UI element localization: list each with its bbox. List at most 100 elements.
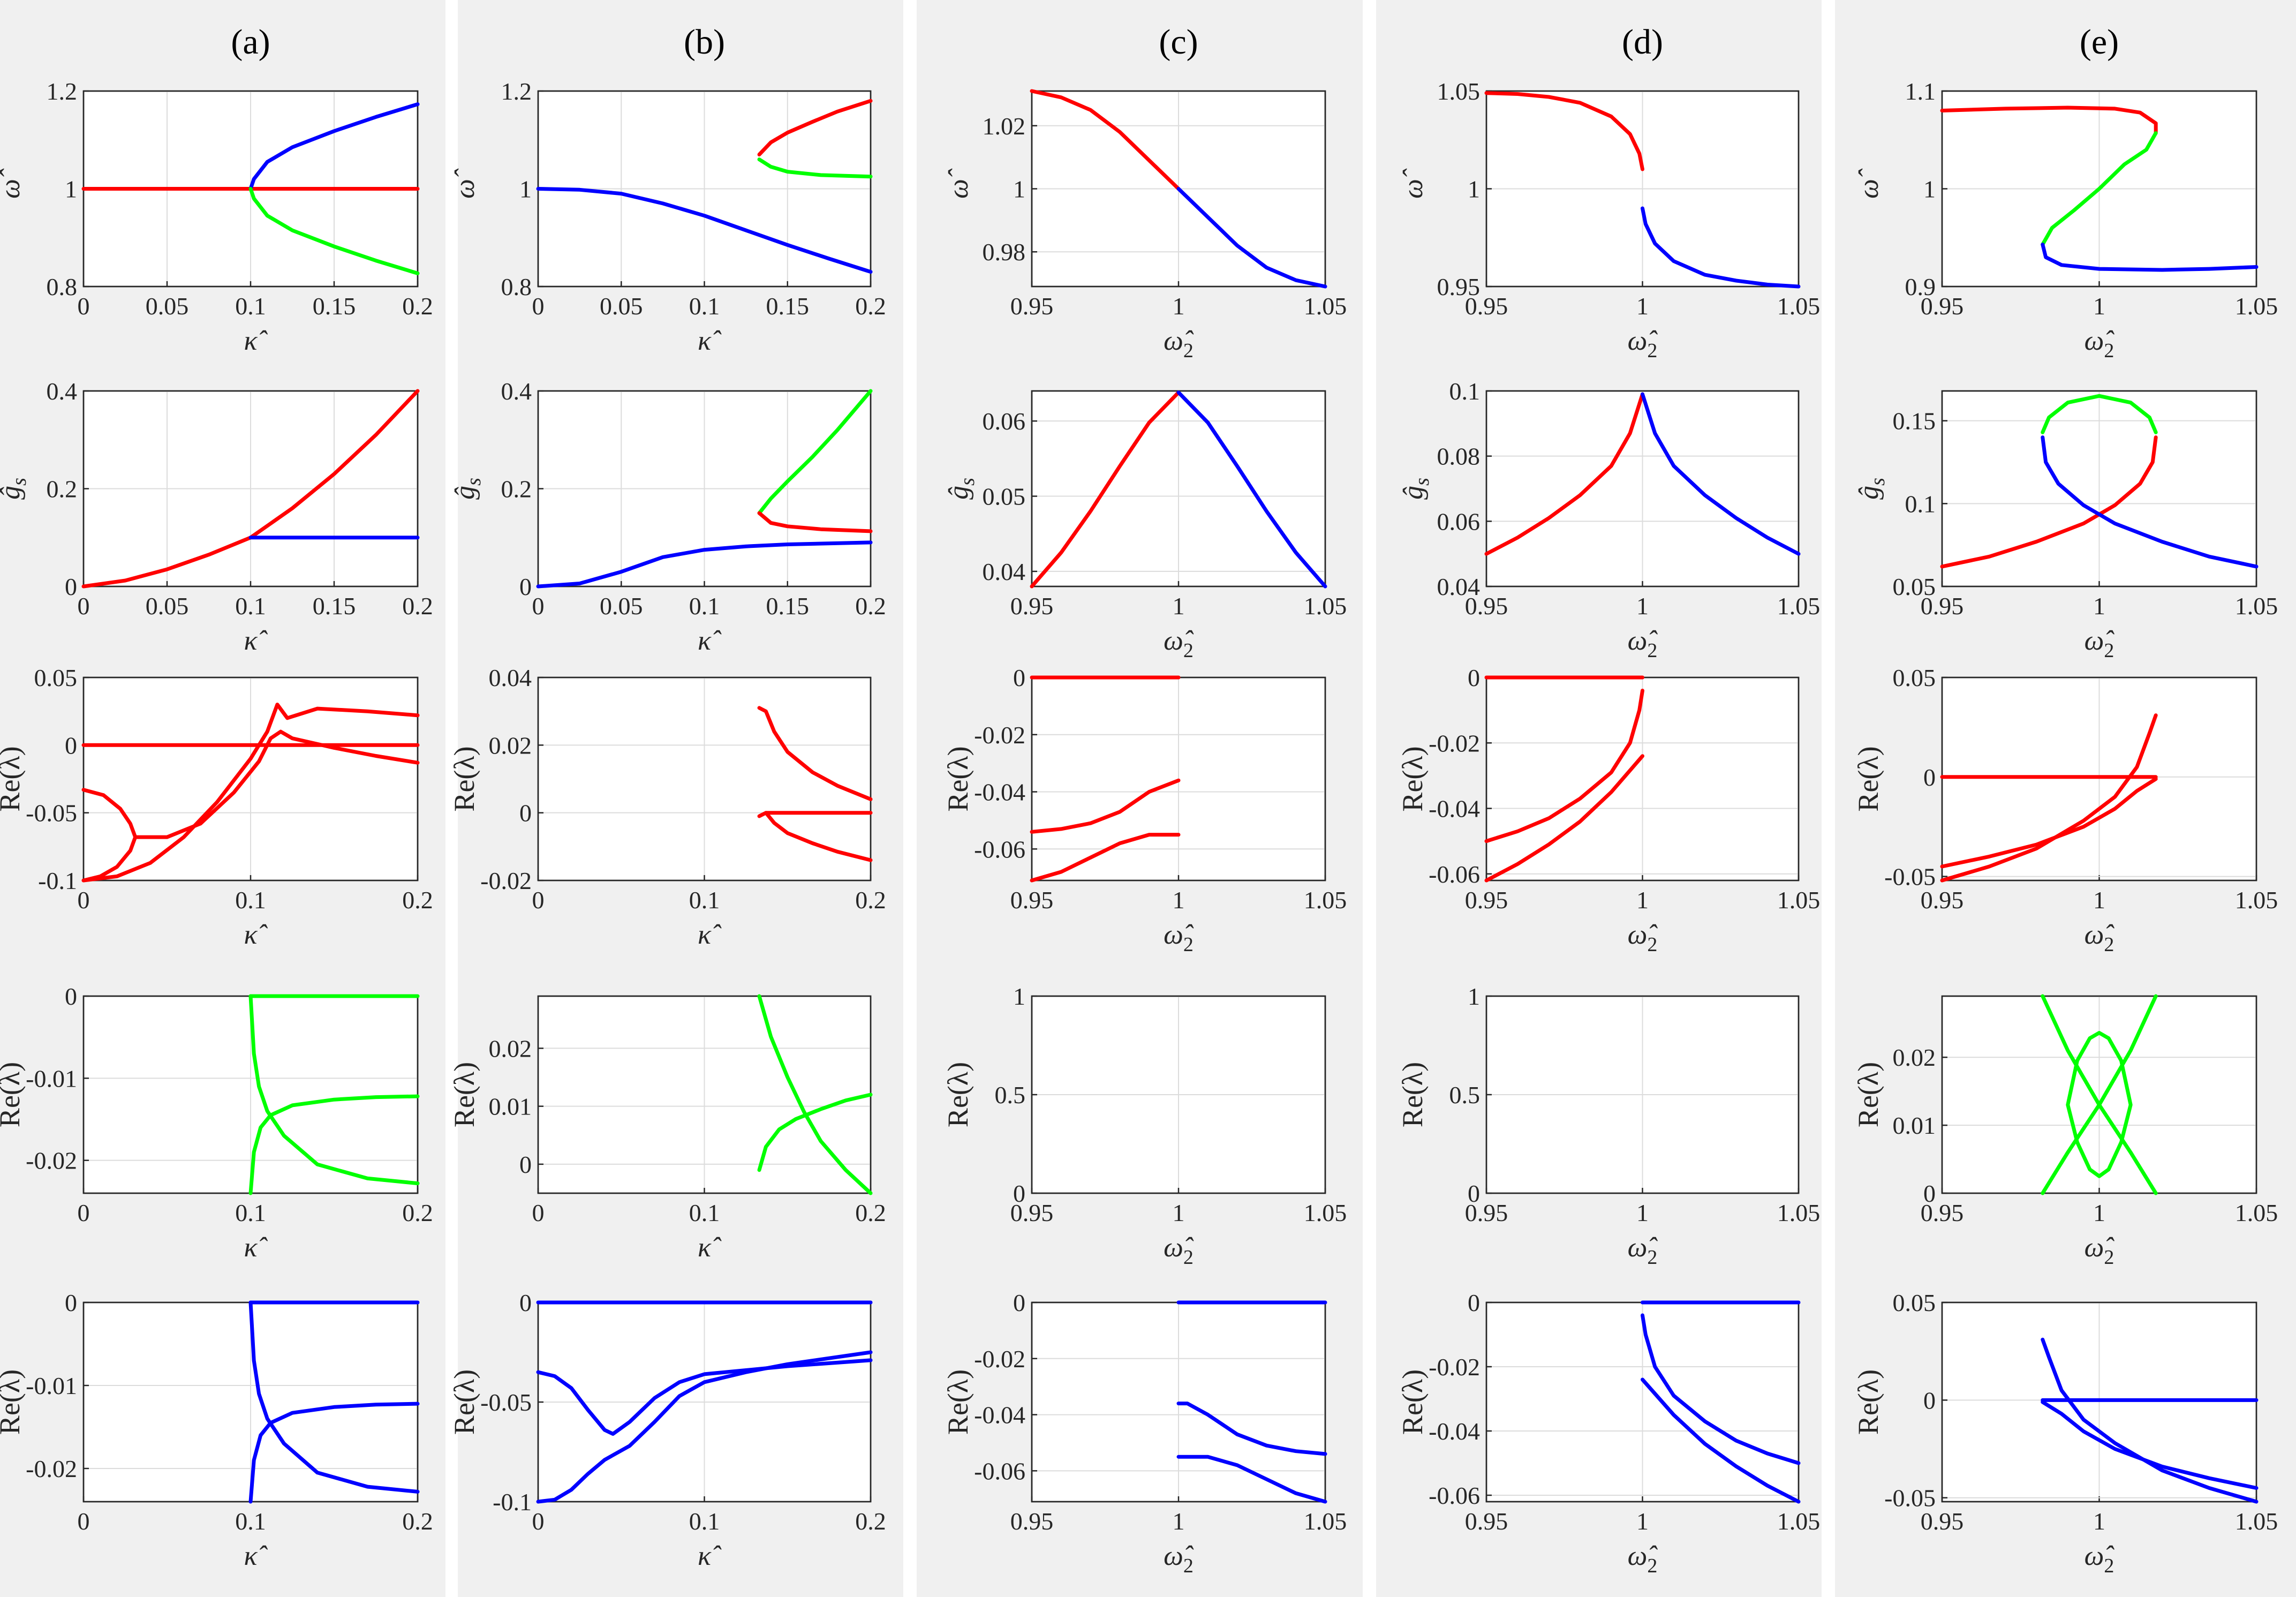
y-axis-label: ĝs [943,478,979,500]
axes-frame [82,676,419,882]
x-tick-label: 0.1 [235,886,266,914]
series-blue-b [1641,1377,1801,1504]
y-tick-label: 0.04 [1437,573,1481,600]
y-tick-label: 0.01 [1893,1112,1936,1139]
series-group [2041,1337,2259,1504]
axes-frame [537,676,872,882]
x-tick-label: 0 [78,292,90,320]
axes-frame [1031,995,1326,1194]
x-tick-label: 0.2 [855,1508,886,1535]
series-blue-b [1176,1455,1327,1504]
series-group [1030,89,1327,289]
y-tick-label: -0.06 [974,1457,1025,1485]
x-tick-label: 0.2 [402,1199,433,1226]
y-tick-label: 0.4 [47,378,78,405]
x-tick-label: 0.1 [235,1199,266,1226]
x-tick-label: 1 [2093,1508,2105,1535]
y-tick-label: -0.02 [26,1455,77,1482]
series-green [757,157,873,179]
x-tick-label: 0.95 [1921,1508,1964,1535]
series-blue-a [536,1358,873,1436]
series-group [248,1300,420,1504]
x-tick-label: 0.95 [1465,592,1508,620]
x-axis-label: ω̂2 [1164,1541,1194,1577]
x-tick-label: 1 [2093,1199,2105,1226]
y-tick-label: 0.1 [1905,490,1936,517]
y-axis-label: Re(λ) [1396,746,1429,811]
x-tick-label: 0.95 [1921,1199,1964,1226]
y-tick-label: -0.02 [974,1345,1025,1373]
x-tick-label: 0.1 [235,292,266,320]
y-tick-label: -0.02 [480,867,532,894]
x-tick-label: 0.15 [766,592,810,620]
y-tick-label: 0.95 [1437,273,1481,300]
series-group [1940,106,2259,272]
y-tick-label: 0.9 [1905,273,1936,300]
y-tick-label: 0 [519,1151,532,1178]
x-tick-label: 1 [2093,592,2105,620]
y-tick-label: -0.02 [26,1147,77,1174]
series-blue [1641,392,1801,556]
series-blue [536,540,873,589]
axes-frame [1485,995,1800,1194]
panel-d2: 0.95 1 1.050.040.060.080.1ω̂2ĝs [1398,378,1820,662]
series-red [1030,89,1181,191]
x-tick-label: 1 [1636,592,1649,620]
y-tick-label: 1.02 [983,112,1026,140]
y-axis-label: Re(λ) [448,746,480,811]
y-tick-label: 0.08 [1437,443,1481,470]
series-group [757,706,873,862]
x-tick-label: 1 [1173,292,1185,320]
y-tick-label: 0.1 [1449,378,1481,405]
x-tick-label: 0.05 [600,592,643,620]
series-red [1030,390,1181,589]
series-red-a [1030,778,1181,834]
x-tick-label: 0 [78,1199,90,1226]
y-tick-label: 0.8 [47,273,78,300]
series-blue-b [536,1350,873,1504]
y-axis-label: ĝs [1398,478,1433,500]
series-group [81,703,420,883]
axes-frame [537,390,872,587]
y-tick-label: 1 [519,176,532,203]
x-tick-label: 0.1 [689,1199,720,1226]
y-tick-label: -0.05 [1884,1485,1936,1512]
y-tick-label: -0.06 [1429,1482,1480,1509]
axes-frame [1941,390,2257,587]
x-tick-label: 0.2 [855,1199,886,1226]
x-tick-label: 1.05 [2235,592,2278,620]
series-group [1484,91,1801,289]
axes-frame [1941,1301,2257,1503]
x-tick-label: 0.05 [146,292,189,320]
x-tick-label: 1 [1636,886,1649,914]
series-blue-a [1641,1313,1801,1465]
y-axis-label: ĝs [0,478,31,500]
x-tick-label: 0 [78,1508,90,1535]
series-red-b [133,729,420,839]
y-tick-label: 1.05 [1437,78,1481,105]
x-tick-label: 0.2 [402,886,433,914]
column-title: (a) [231,22,270,62]
series-red-down [764,811,873,862]
x-tick-label: 1.05 [2235,292,2278,320]
x-tick-label: 1 [2093,886,2105,914]
series-group [2041,994,2158,1195]
series-blue [536,187,873,274]
series-green-x2 [2041,994,2158,1195]
y-tick-label: 0 [1468,1180,1480,1207]
y-tick-label: 0 [1923,1387,1936,1414]
x-tick-label: 1 [1173,1508,1185,1535]
x-tick-label: 1.05 [2235,1199,2278,1226]
series-group [1484,392,1801,556]
y-tick-label: -0.02 [1429,1353,1480,1381]
y-tick-label: 0.05 [1893,1289,1936,1316]
series-blue-a [2041,1400,2259,1490]
x-tick-label: 1.05 [1304,292,1347,320]
series-blue [2041,243,2259,272]
